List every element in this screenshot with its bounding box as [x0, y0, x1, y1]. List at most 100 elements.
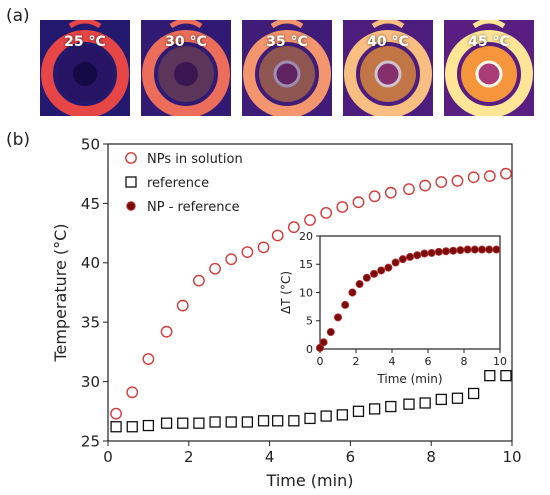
- legend-solution-marker: [125, 152, 137, 164]
- main-x-tick-label: 6: [346, 448, 356, 466]
- solution-point: [320, 207, 333, 219]
- main-x-tick-label: 4: [265, 448, 275, 466]
- thermal-core-rim: [374, 60, 402, 88]
- reference-point: [193, 417, 205, 429]
- thermal-image-1-label: 25 °C: [64, 34, 106, 50]
- solution-point: [209, 262, 221, 275]
- thermal-core: [376, 62, 400, 86]
- reference-point: [257, 415, 270, 427]
- inset-x-axis-label: Time (min): [376, 372, 442, 386]
- difference-point: [315, 343, 324, 352]
- thermal-image-5: 45 °C: [444, 20, 534, 116]
- thermal-core-rim: [273, 60, 301, 88]
- difference-point: [348, 288, 357, 297]
- difference-point: [441, 247, 450, 256]
- main-x-tick-label: 10: [502, 448, 521, 466]
- difference-point: [492, 245, 501, 254]
- solution-point: [160, 325, 173, 338]
- solution-point: [176, 299, 189, 312]
- legend-reference-marker: [125, 176, 137, 188]
- main-x-axis-label: Time (min): [266, 471, 354, 490]
- solution-point: [225, 253, 238, 266]
- reference-point: [419, 397, 431, 409]
- thermal-outer-ring: [344, 30, 432, 116]
- solution-point: [336, 201, 349, 213]
- reference-point: [241, 416, 254, 428]
- thermal-image-4-label: 40 °C: [367, 34, 409, 50]
- solution-point: [287, 221, 300, 234]
- reference-point: [467, 387, 480, 400]
- inset-y-tick-label: 0: [306, 343, 313, 356]
- difference-point: [477, 245, 486, 254]
- main-x-tick-label: 2: [184, 448, 194, 466]
- reference-point: [304, 412, 316, 425]
- difference-point: [391, 258, 400, 267]
- thermal-core-rim: [475, 60, 503, 88]
- difference-point: [369, 269, 378, 278]
- reference-point: [225, 416, 237, 428]
- reference-point: [352, 405, 365, 417]
- thermal-image-2-label: 30 °C: [165, 34, 207, 50]
- thermal-image-1: 25 °C: [40, 20, 130, 116]
- main-y-tick-label: 40: [81, 254, 100, 272]
- legend-difference-label: NP - reference: [147, 200, 240, 215]
- legend-reference-label: reference: [147, 176, 209, 191]
- thermal-core: [275, 62, 299, 86]
- thermal-image-strip: 25 °C 30 °C 35 °C 40 °C 45 °C: [40, 20, 540, 116]
- thermal-core: [73, 62, 97, 86]
- reference-point: [177, 417, 189, 429]
- solution-point: [257, 241, 270, 254]
- reference-point: [435, 393, 447, 406]
- thermal-image-4: 40 °C: [343, 20, 433, 116]
- panel-label-b: (b): [6, 130, 31, 150]
- solution-point: [384, 186, 397, 199]
- thermal-image-5-label: 45 °C: [468, 34, 510, 50]
- main-y-axis-label: Temperature (°C): [51, 223, 70, 362]
- thermal-outer-ring: [142, 30, 230, 116]
- reference-point: [336, 409, 348, 421]
- inset-y-tick-label: 20: [299, 230, 313, 243]
- difference-point: [377, 266, 386, 275]
- inset-x-tick-label: 8: [461, 355, 468, 368]
- reference-point: [209, 416, 221, 428]
- thermal-image-5-graphic: [444, 20, 534, 116]
- difference-point: [398, 255, 407, 264]
- solution-point: [368, 190, 381, 203]
- thermal-outer-ring: [243, 30, 331, 116]
- thermal-image-2-graphic: [141, 20, 231, 116]
- inset-y-tick-label: 15: [299, 258, 313, 271]
- thermal-clip: [472, 20, 506, 29]
- thermal-image-4-graphic: [343, 20, 433, 116]
- reference-point: [126, 421, 138, 433]
- solution-point: [419, 179, 432, 192]
- solution-point: [271, 229, 284, 242]
- thermal-outer-ring: [41, 30, 129, 116]
- difference-point: [326, 328, 335, 337]
- difference-point: [434, 247, 443, 256]
- reference-point: [368, 403, 381, 415]
- thermal-clip: [270, 20, 304, 29]
- solution-point: [483, 170, 496, 182]
- difference-point: [319, 338, 328, 347]
- main-y-tick-label: 50: [81, 135, 100, 153]
- inset-x-tick-label: 6: [425, 355, 432, 368]
- difference-point: [449, 246, 458, 255]
- main-y-tick-label: 35: [81, 314, 100, 332]
- legend-solution-label: NPs in solution: [147, 152, 243, 167]
- inset-x-tick-label: 2: [353, 355, 360, 368]
- solution-point: [435, 176, 448, 188]
- solution-point: [500, 167, 512, 180]
- inset-y-axis-label: ΔT (°C): [279, 271, 293, 314]
- reference-point: [288, 415, 300, 427]
- main-y-tick-label: 25: [81, 432, 100, 450]
- difference-point: [485, 245, 494, 254]
- difference-point: [427, 248, 436, 257]
- main-y-tick-label: 30: [81, 373, 100, 391]
- thermal-image-3-graphic: [242, 20, 332, 116]
- difference-point: [333, 313, 342, 322]
- difference-point: [456, 246, 465, 255]
- thermal-image-1-graphic: [40, 20, 130, 116]
- main-x-tick-label: 8: [426, 448, 436, 466]
- inset-y-tick-label: 10: [299, 286, 313, 299]
- reference-point: [142, 419, 155, 432]
